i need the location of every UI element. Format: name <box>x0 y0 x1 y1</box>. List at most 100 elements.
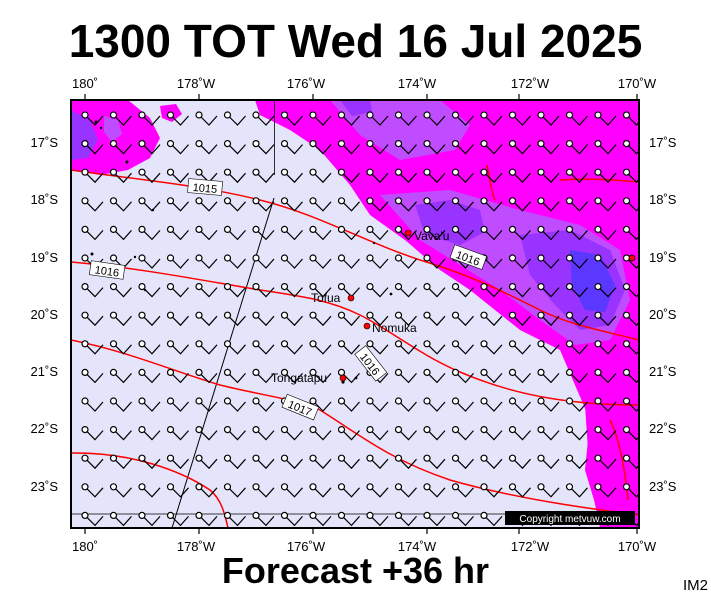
wind-barb-station <box>195 340 203 348</box>
wind-barb <box>457 315 474 327</box>
wind-barb-station <box>166 140 175 148</box>
wind-barb-station <box>166 454 175 462</box>
wind-barb-station <box>394 511 403 520</box>
wind-barb <box>314 201 332 212</box>
bottom-axis-label: 172˚W <box>511 539 550 554</box>
wind-barb <box>172 258 189 269</box>
wind-barb-station <box>423 283 431 291</box>
bottom-axis-label: 176˚W <box>287 539 326 554</box>
wind-barb-station <box>594 483 602 491</box>
wind-barb-station <box>508 397 517 405</box>
wind-barb <box>400 115 417 126</box>
wind-barb <box>172 230 189 241</box>
wind-barb-station <box>451 397 460 405</box>
wind-barb-station <box>223 340 232 348</box>
wind-barb-station <box>280 454 289 462</box>
wind-barb <box>172 201 189 212</box>
wind-barb <box>485 287 503 298</box>
wind-barb-station <box>195 254 203 262</box>
wind-barb <box>542 458 560 470</box>
wind-barb-station <box>508 368 517 376</box>
wind-barb-station <box>366 311 374 319</box>
wind-barb <box>143 201 161 212</box>
wind-barb <box>571 315 588 327</box>
wind-barb <box>314 430 332 441</box>
wind-barb <box>485 458 503 470</box>
wind-barb-station <box>81 168 89 176</box>
right-axis-label: 23˚S <box>649 479 677 494</box>
wind-barb-station <box>166 483 175 491</box>
wind-barb-station <box>423 254 431 262</box>
wind-barb <box>628 116 639 126</box>
wind-barb-station <box>622 483 631 491</box>
wind-barb <box>229 373 246 384</box>
wind-barb <box>542 144 560 155</box>
wind-barb-station <box>565 225 574 233</box>
wind-barb <box>200 344 218 355</box>
top-axis-label: 176˚W <box>287 76 326 91</box>
wind-barb-station <box>537 426 545 434</box>
wind-barb-station <box>423 168 431 176</box>
wind-barb-station <box>366 454 374 462</box>
wind-barb <box>86 458 104 470</box>
wind-barb <box>257 315 275 327</box>
wind-barb <box>457 230 474 241</box>
wind-barb-station <box>138 140 146 148</box>
wind-barb-station <box>166 426 175 434</box>
wind-barb <box>571 401 588 412</box>
wind-barb-station <box>223 368 232 376</box>
wind-barb-station <box>451 197 460 205</box>
wind-barb <box>257 201 275 212</box>
wind-barb <box>257 287 275 298</box>
wind-barb <box>143 401 161 412</box>
wind-barb-station <box>508 197 517 205</box>
wind-barb-station <box>252 311 260 319</box>
wind-barb <box>457 487 474 498</box>
wind-barb-station <box>537 483 545 491</box>
wind-barb <box>542 201 560 212</box>
wind-barb-station <box>337 483 346 491</box>
wind-barb-station <box>280 254 289 262</box>
isobar-top-right <box>559 178 639 183</box>
wind-barb-station <box>309 426 317 434</box>
wind-barb <box>314 487 332 498</box>
place-label-tofua: Tofua <box>311 291 341 305</box>
wind-barb-station <box>622 454 631 462</box>
wind-barb <box>428 487 446 498</box>
wind-barb-station <box>622 340 631 348</box>
wind-barb <box>172 430 189 441</box>
wind-barb-station <box>109 511 118 520</box>
wind-barb-station <box>280 111 289 119</box>
wind-barb <box>229 487 246 498</box>
wind-barb <box>371 172 389 184</box>
wind-barb-station <box>480 225 488 233</box>
wind-barb-station <box>81 426 89 434</box>
wind-barb <box>314 172 332 184</box>
wind-barb-station <box>309 168 317 176</box>
axis-ticks <box>84 94 638 534</box>
wind-barb <box>428 144 446 155</box>
wind-barb <box>599 458 617 470</box>
wind-barb-station <box>223 140 232 148</box>
wind-barb-station <box>480 283 488 291</box>
wind-barb-station <box>280 368 289 376</box>
wind-barb-station <box>337 168 346 176</box>
wind-barb <box>571 201 588 212</box>
isobar-label: 1015 <box>192 182 217 196</box>
wind-barb-station <box>195 368 203 376</box>
wind-barb <box>428 516 446 527</box>
wind-barb <box>542 315 560 327</box>
wind-barb-station <box>537 454 545 462</box>
isobar-east-vertical <box>486 164 496 201</box>
wind-barb <box>86 373 104 384</box>
wind-barb <box>286 230 303 241</box>
wind-barb-station <box>252 140 260 148</box>
wind-barb <box>514 373 531 384</box>
wind-barb-station <box>565 197 574 205</box>
wind-barb-station <box>337 140 346 148</box>
right-axis-labels: 17˚S 18˚S 19˚S 20˚S 21˚S 22˚S 23˚S <box>649 135 677 494</box>
wind-barb <box>628 345 639 355</box>
wind-barb <box>286 344 303 355</box>
wind-barb <box>514 430 531 441</box>
wind-barb-station <box>537 283 545 291</box>
